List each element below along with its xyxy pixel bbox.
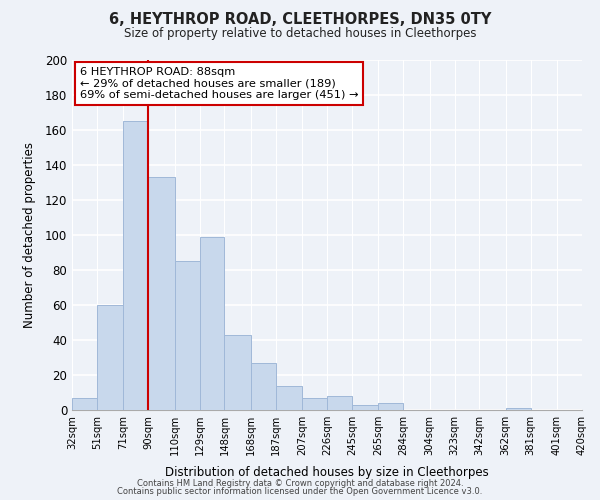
Bar xyxy=(378,403,403,410)
X-axis label: Distribution of detached houses by size in Cleethorpes: Distribution of detached houses by size … xyxy=(165,466,489,479)
Text: Size of property relative to detached houses in Cleethorpes: Size of property relative to detached ho… xyxy=(124,28,476,40)
Bar xyxy=(123,122,148,410)
Text: 6, HEYTHROP ROAD, CLEETHORPES, DN35 0TY: 6, HEYTHROP ROAD, CLEETHORPES, DN35 0TY xyxy=(109,12,491,28)
Bar xyxy=(327,396,352,410)
Bar xyxy=(199,237,224,410)
Bar xyxy=(97,305,123,410)
Text: Contains HM Land Registry data © Crown copyright and database right 2024.: Contains HM Land Registry data © Crown c… xyxy=(137,478,463,488)
Bar xyxy=(72,398,97,410)
Bar xyxy=(148,178,175,410)
Bar xyxy=(224,335,251,410)
Bar xyxy=(302,398,327,410)
Y-axis label: Number of detached properties: Number of detached properties xyxy=(23,142,37,328)
Text: 6 HEYTHROP ROAD: 88sqm
← 29% of detached houses are smaller (189)
69% of semi-de: 6 HEYTHROP ROAD: 88sqm ← 29% of detached… xyxy=(80,67,358,100)
Bar xyxy=(175,261,199,410)
Bar xyxy=(352,405,378,410)
Bar xyxy=(506,408,531,410)
Bar xyxy=(251,363,276,410)
Text: Contains public sector information licensed under the Open Government Licence v3: Contains public sector information licen… xyxy=(118,487,482,496)
Bar xyxy=(276,386,302,410)
